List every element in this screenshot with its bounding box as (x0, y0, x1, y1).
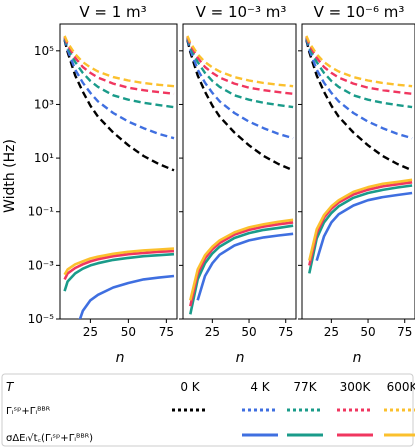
x-tick-label: 25 (324, 325, 339, 339)
sigma-series-600k (189, 218, 294, 301)
linewidth-series-77k (186, 37, 294, 109)
x-tick-label: 50 (360, 325, 375, 339)
x-axis-label-panel-1: n (116, 350, 125, 366)
panel-2: V = 10⁻³ m³ 25 50 75 (179, 3, 297, 339)
y-tick-label: 10³ (34, 97, 54, 111)
x-tick-label: 25 (83, 325, 98, 339)
linewidth-series-0k (63, 39, 175, 172)
y-tick-label: 10⁻³ (28, 258, 55, 272)
x-tick-label: 50 (121, 325, 136, 339)
legend-temp-label: 77K (293, 380, 317, 394)
sigma-series-600k (63, 247, 175, 276)
linewidth-series-0k (186, 39, 294, 172)
sigma-series-300k (189, 221, 294, 307)
x-tick-label: 75 (159, 325, 174, 339)
x-axis-label-panel-3: n (353, 350, 362, 366)
sigma-series-300k (63, 249, 175, 280)
linewidth-series-0k (305, 39, 413, 172)
panel-1-frame (59, 23, 178, 320)
panel-1-title: V = 1 m³ (79, 3, 146, 21)
y-axis-label: Width (Hz) (2, 139, 18, 213)
linewidth-series-4k (63, 38, 175, 140)
panel-1: V = 1 m³ 25 50 75 10⁵ 10³ 10¹ 10⁻¹ 10⁻³ 10⁻⁵ (28, 3, 178, 339)
legend-temp-label: 600K (387, 380, 415, 394)
legend-temp-label: 0 K (180, 380, 200, 394)
linewidth-series-77k (63, 37, 175, 109)
legend-temp-label: 4 K (250, 380, 270, 394)
legend-header: T (6, 380, 15, 394)
sigma-series-4k (315, 191, 413, 261)
y-tick-label: 10⁻⁵ (28, 312, 55, 326)
legend-row1-label: Γᵢˢᵖ+Γᵢᴮᴮᴿ (6, 406, 51, 417)
linewidth-series-600k (305, 35, 413, 88)
sigma-series-4k (78, 274, 175, 319)
sigma-series-600k (308, 178, 413, 261)
linewidth-series-600k (63, 35, 175, 88)
linewidth-series-77k (305, 37, 413, 109)
x-axis-label-panel-2: n (236, 350, 245, 366)
linewidth-series-4k (305, 38, 413, 140)
sigma-series-77k (63, 252, 175, 292)
y-tick-label: 10⁵ (34, 44, 54, 58)
panel-3-frame (301, 23, 415, 320)
sigma-series-77k (308, 184, 413, 274)
legend-row2-label: σΔEᵢ√t꜀(Γᵢˢᵖ+Γᵢᴮᴮᴿ) (6, 433, 93, 444)
legend-box (1, 373, 414, 447)
y-tick-label: 10⁻¹ (28, 205, 55, 219)
panel-3: V = 10⁻⁶ m³ 25 50 75 (298, 3, 415, 339)
y-tick-label: 10¹ (34, 151, 54, 165)
panel-3-title: V = 10⁻⁶ m³ (314, 3, 405, 21)
linewidth-series-4k (186, 38, 294, 140)
panel-2-frame (182, 23, 297, 320)
panel-2-title: V = 10⁻³ m³ (196, 3, 287, 21)
legend: T Γᵢˢᵖ+Γᵢᴮᴮᴿ σΔEᵢ√t꜀(Γᵢˢᵖ+Γᵢᴮᴮᴿ) 0 K 4 K 7… (1, 373, 415, 447)
sigma-series-4k (196, 232, 294, 301)
linewidth-series-300k (186, 36, 294, 95)
linewidth-series-300k (305, 36, 413, 95)
sigma-series-300k (308, 181, 413, 266)
x-tick-label: 75 (278, 325, 293, 339)
x-tick-label: 25 (205, 325, 220, 339)
x-tick-label: 75 (397, 325, 412, 339)
linewidth-series-600k (186, 35, 294, 88)
sigma-series-77k (189, 224, 294, 315)
legend-temp-label: 300K (340, 380, 372, 394)
x-tick-label: 50 (241, 325, 256, 339)
